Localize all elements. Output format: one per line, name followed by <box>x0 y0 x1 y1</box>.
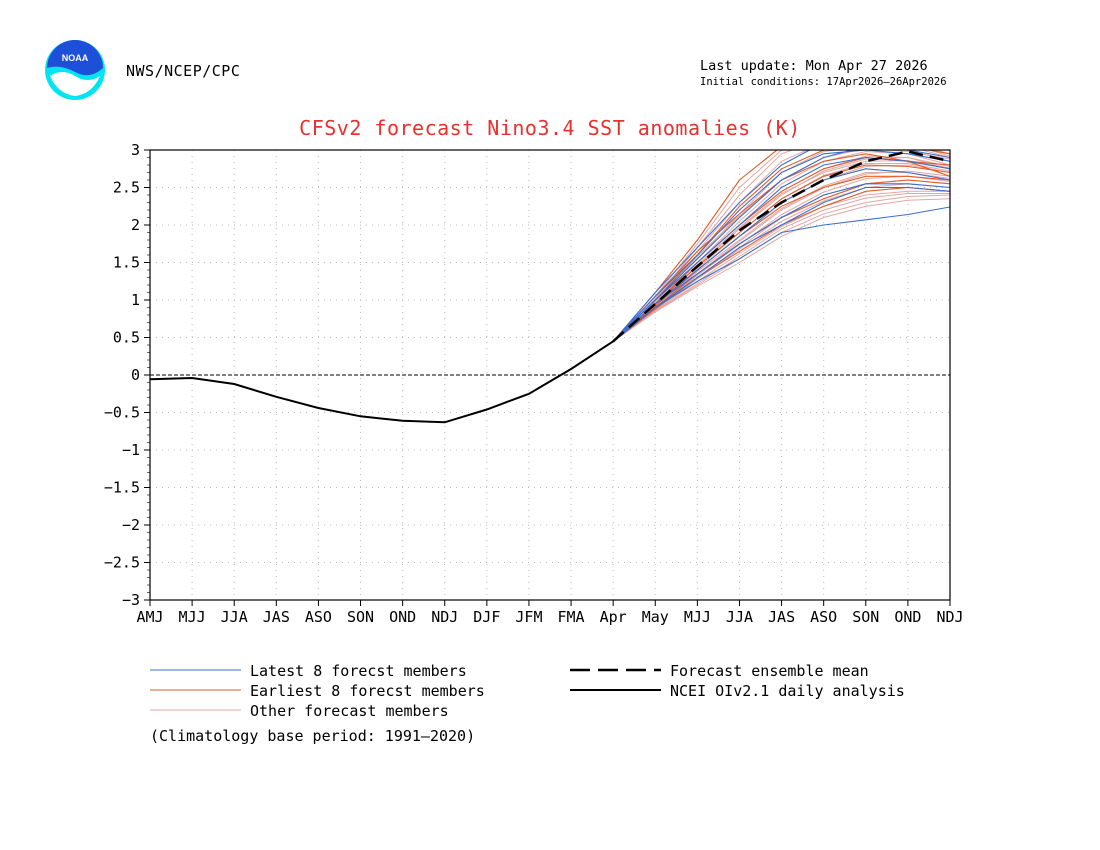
analysis-line <box>150 340 614 424</box>
y-tick-label: 0 <box>131 366 140 384</box>
member-line-other <box>612 150 950 342</box>
ensemble-mean-line <box>612 150 950 343</box>
grid-lines <box>150 150 950 600</box>
legend-label-analysis: NCEI OIv2.1 daily analysis <box>670 682 905 700</box>
member-line-latest <box>612 186 950 342</box>
logo-wave-shape <box>50 72 100 96</box>
member-line-other <box>612 198 950 342</box>
logo-bird-shape <box>47 40 103 76</box>
member-line-other <box>612 156 950 342</box>
legend-label-mean: Forecast ensemble mean <box>670 662 869 680</box>
legend-label-earliest: Earliest 8 forecst members <box>250 682 485 700</box>
x-tick-label: JJA <box>726 608 753 626</box>
y-tick-label: −1.5 <box>104 479 140 497</box>
last-update-label: Last update: Mon Apr 27 2026 <box>700 58 928 74</box>
chart-title: CFSv2 forecast Nino3.4 SST anomalies (K) <box>299 116 801 140</box>
member-line-other <box>612 183 950 342</box>
noaa-logo-icon: NOAA <box>45 40 105 100</box>
x-tick-label: MJJ <box>179 608 206 626</box>
plot-frame <box>144 149 951 606</box>
member-line-earliest <box>612 150 950 342</box>
member-line-other <box>612 170 950 342</box>
y-tick-label: 3 <box>131 141 140 159</box>
x-tick-label: NDJ <box>936 608 963 626</box>
x-tick-label: MJJ <box>684 608 711 626</box>
member-line-other <box>612 193 950 342</box>
initial-conditions-label: Initial conditions: 17Apr2026–26Apr2026 <box>700 76 947 88</box>
y-tick-label: 1.5 <box>113 254 140 272</box>
y-tick-label: −0.5 <box>104 404 140 422</box>
x-tick-label: FMA <box>558 608 585 626</box>
x-tick-label: ASO <box>810 608 837 626</box>
member-line-earliest <box>612 156 950 342</box>
y-tick-label: −3 <box>122 591 140 609</box>
x-tick-label: OND <box>389 608 416 626</box>
y-tick-label: 0.5 <box>113 329 140 347</box>
x-tick-label: JFM <box>515 608 542 626</box>
logo-text: NOAA <box>62 53 89 63</box>
member-line-latest <box>612 156 950 342</box>
x-tick-label: Apr <box>600 608 627 626</box>
y-tick-label: −1 <box>122 441 140 459</box>
member-line-other <box>612 150 950 342</box>
x-tick-label: ASO <box>305 608 332 626</box>
member-line-latest <box>612 150 950 342</box>
member-line-latest <box>612 206 950 342</box>
x-tick-label: JAS <box>263 608 290 626</box>
member-line-other <box>612 172 950 342</box>
y-tick-label: 2 <box>131 216 140 234</box>
legend-label-latest: Latest 8 forecst members <box>250 662 467 680</box>
x-tick-label: DJF <box>473 608 500 626</box>
agency-label: NWS/NCEP/CPC <box>126 62 241 80</box>
member-line-earliest <box>612 153 950 342</box>
x-tick-label: OND <box>894 608 921 626</box>
legend-label-other: Other forecast members <box>250 702 449 720</box>
y-tick-label: 2.5 <box>113 179 140 197</box>
y-tick-labels: −3 −2.5 −2 −1.5 −1 −0.5 0 0.5 1 1.5 2 2.5 3 <box>104 141 140 609</box>
member-line-latest <box>612 183 950 342</box>
series-layer <box>150 150 950 424</box>
y-tick-label: −2.5 <box>104 554 140 572</box>
climatology-note: (Climatology base period: 1991–2020) <box>150 727 475 745</box>
member-line-earliest <box>612 150 950 342</box>
x-tick-label: SON <box>852 608 879 626</box>
member-line-latest <box>612 150 950 342</box>
x-tick-labels: AMJ MJJ JJA JAS ASO SON OND NDJ DJF JFM FMA Apr May M… <box>136 608 963 626</box>
plot-border <box>149 149 951 601</box>
x-tick-label: May <box>642 608 669 626</box>
x-tick-label: AMJ <box>136 608 163 626</box>
legend: Latest 8 forecst members Earliest 8 fore… <box>150 662 905 745</box>
member-line-other <box>612 190 950 342</box>
x-tick-label: JJA <box>221 608 248 626</box>
y-tick-label: 1 <box>131 291 140 309</box>
x-tick-label: JAS <box>768 608 795 626</box>
y-tick-label: −2 <box>122 516 140 534</box>
member-line-latest <box>612 150 950 342</box>
x-tick-label: SON <box>347 608 374 626</box>
x-tick-label: NDJ <box>431 608 458 626</box>
member-line-other <box>612 150 950 342</box>
